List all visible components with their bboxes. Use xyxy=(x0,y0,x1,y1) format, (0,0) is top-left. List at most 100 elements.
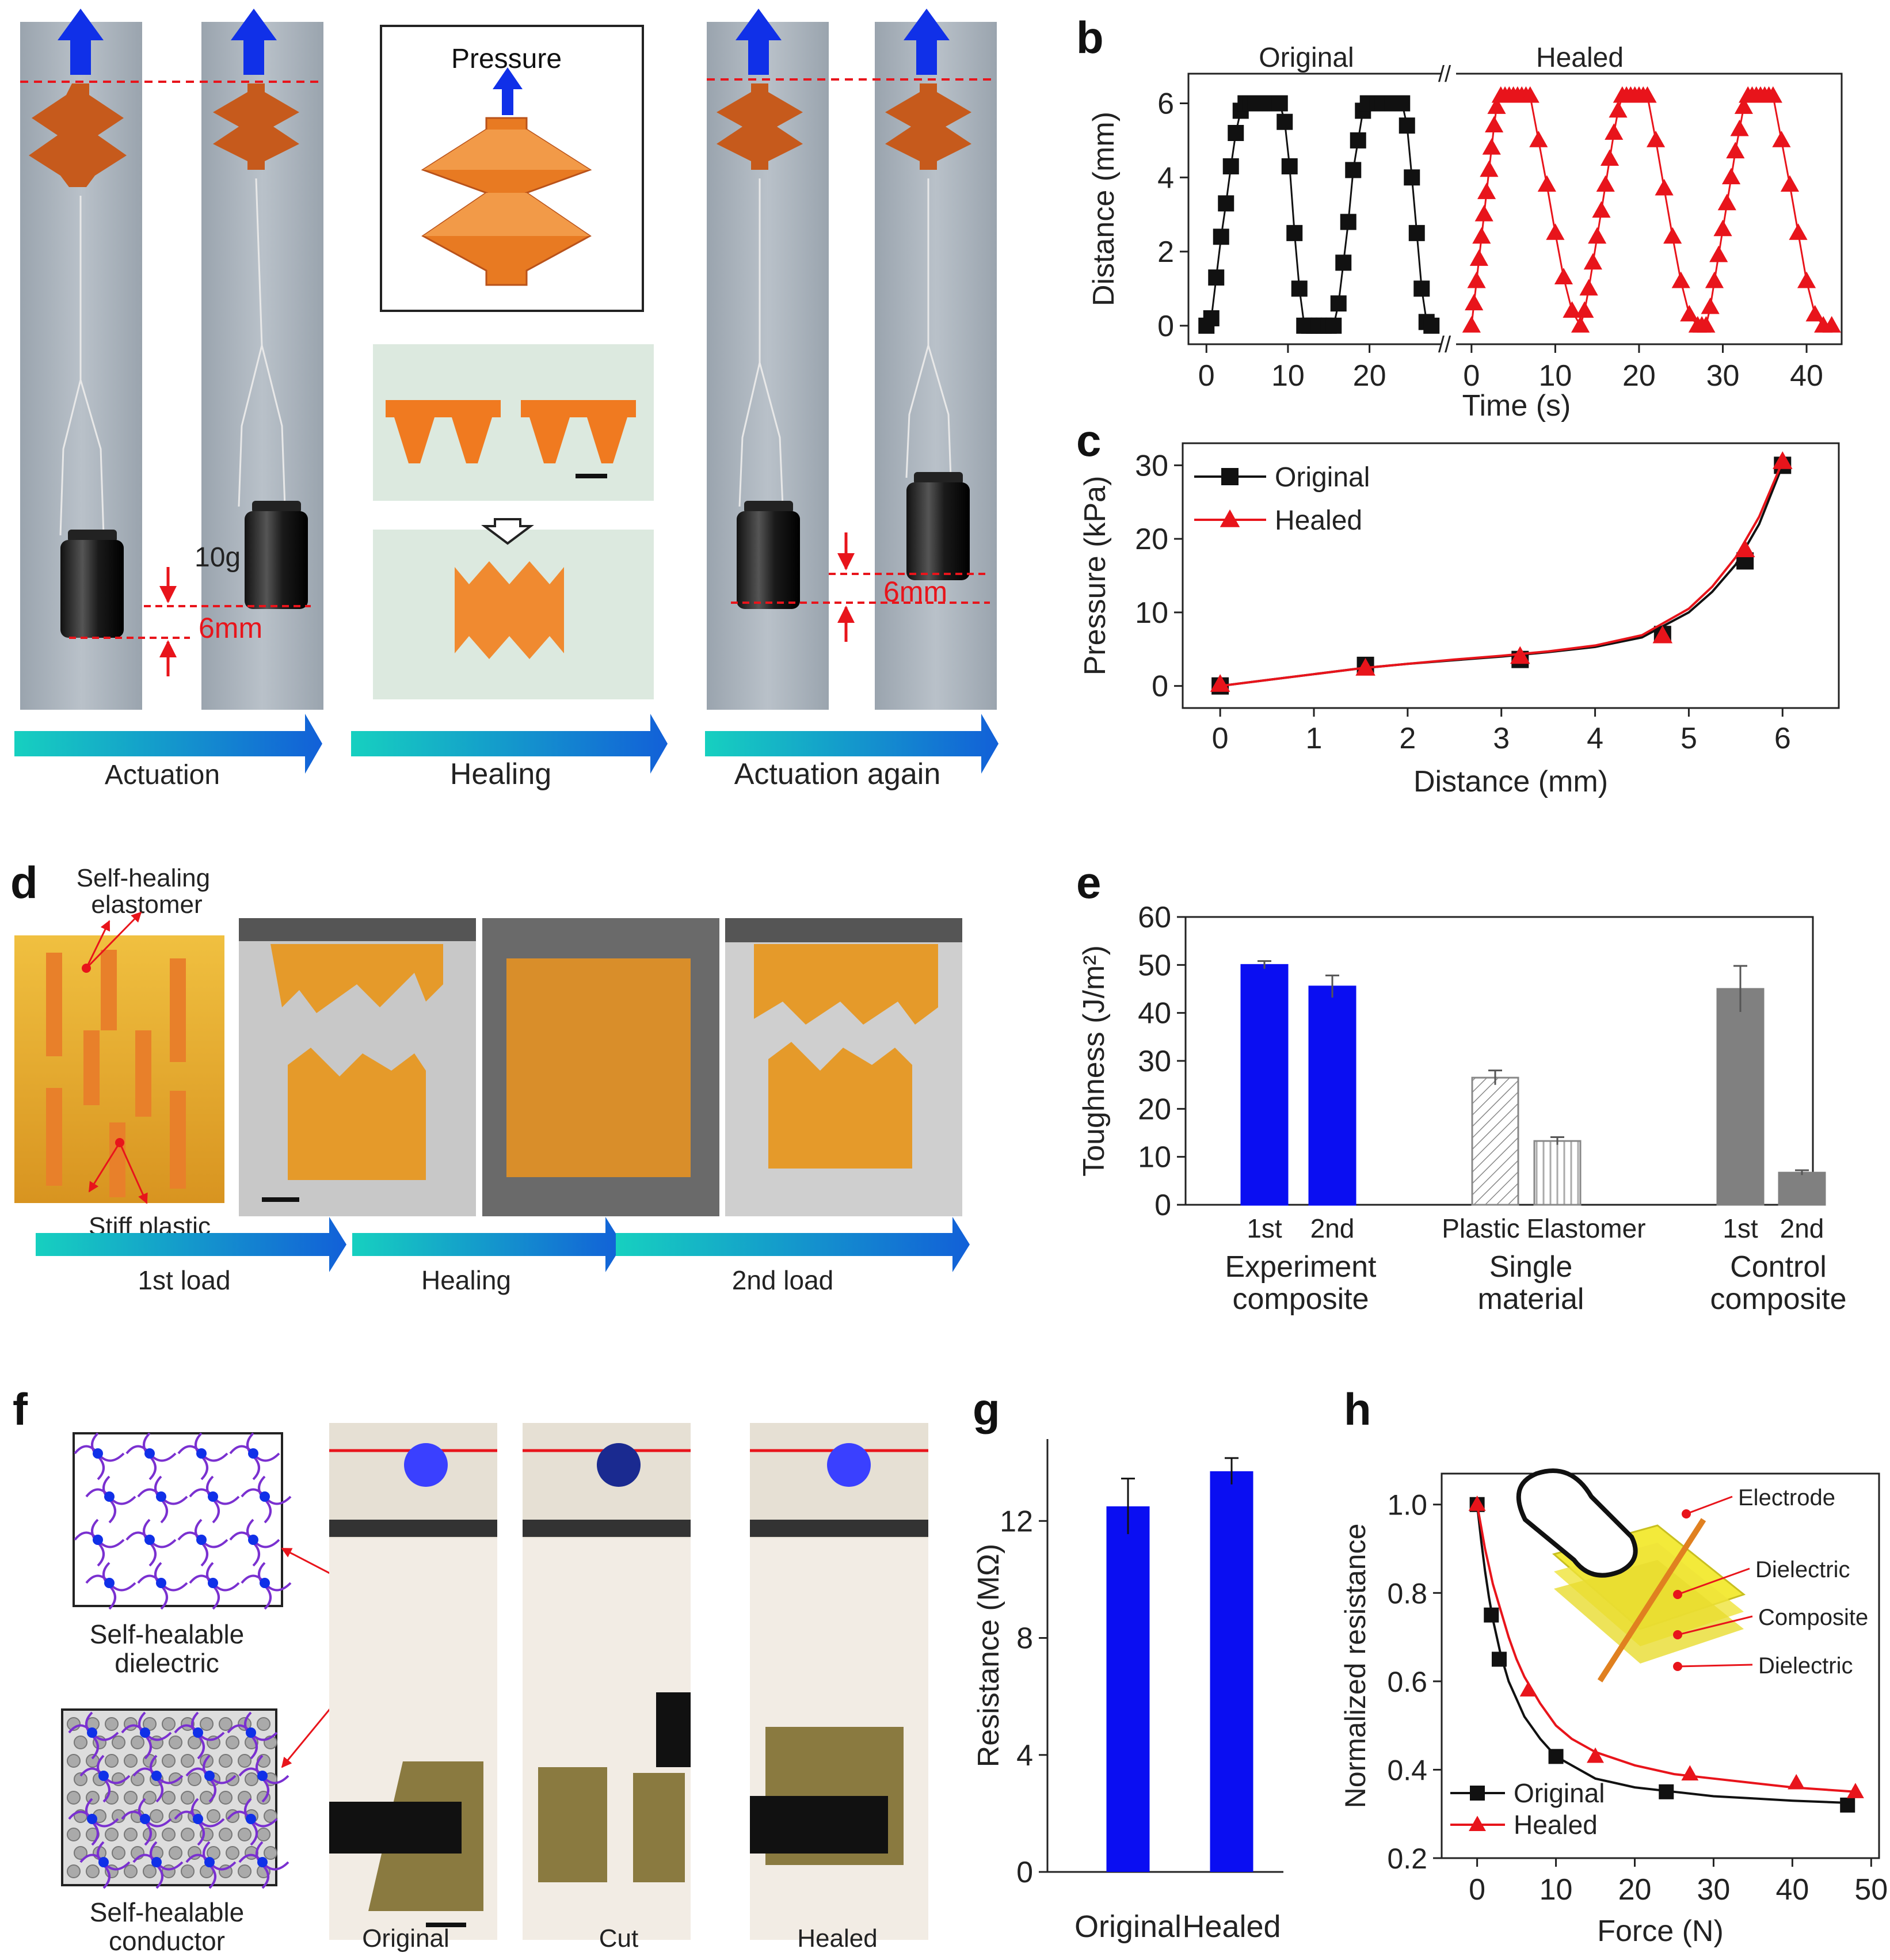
y-tick-label: 8 xyxy=(1016,1622,1033,1655)
crosslink-node xyxy=(87,1814,97,1824)
data-point-triangle xyxy=(1763,86,1782,103)
group-label: Healed xyxy=(1536,43,1624,73)
conductive-particle xyxy=(74,1846,87,1860)
weight-icon xyxy=(906,482,970,580)
series-healed xyxy=(1210,451,1793,692)
bar xyxy=(1210,1471,1253,1872)
conductive-particle xyxy=(169,1846,182,1860)
conductive-particle xyxy=(124,1791,138,1805)
conductive-particle xyxy=(112,1846,125,1860)
photo-label-cut: Cut xyxy=(599,1924,638,1953)
conductive-particle xyxy=(181,1864,195,1878)
split-piece-icon xyxy=(521,400,636,463)
down-arrow-icon xyxy=(481,518,534,545)
data-point-square xyxy=(1394,95,1411,112)
series-original xyxy=(1198,95,1440,334)
data-point-triangle xyxy=(1734,97,1753,114)
callout-line xyxy=(1677,1567,1750,1596)
data-point-triangle xyxy=(1474,204,1493,222)
y-tick-label: 0 xyxy=(1152,670,1168,703)
y-tick-label: 12 xyxy=(1000,1505,1033,1538)
crosslink-node xyxy=(98,1771,109,1781)
callout-label: Dielectric xyxy=(1758,1653,1853,1679)
weight-icon xyxy=(914,472,963,485)
conductive-particle xyxy=(238,1828,252,1841)
split-piece-icon xyxy=(386,400,501,463)
actuator-icon xyxy=(885,83,971,170)
data-point-triangle xyxy=(1772,131,1791,147)
data-point-square xyxy=(1286,224,1303,241)
callout-line xyxy=(1677,1664,1753,1668)
data-point-triangle xyxy=(1605,123,1624,140)
crosslink-node xyxy=(98,1857,109,1867)
pull-arrows xyxy=(58,9,950,75)
conductive-particle xyxy=(67,1828,81,1841)
plot-frame xyxy=(1182,442,1840,709)
crosslink-node xyxy=(248,1448,258,1459)
weight-icon xyxy=(245,511,308,609)
panel-g-label: g xyxy=(973,1384,1000,1434)
data-point-triangle xyxy=(1546,223,1565,240)
self-healing-elastomer-text: Self-healing xyxy=(77,864,210,892)
conductive-particle xyxy=(257,1717,270,1731)
crosslink-node xyxy=(248,1535,258,1545)
data-point-triangle xyxy=(1510,646,1530,664)
y-tick-label: 0 xyxy=(1154,1189,1171,1222)
conductive-particle xyxy=(105,1717,119,1731)
crosslink-node xyxy=(196,1448,207,1459)
y-tick-label: 4 xyxy=(1157,161,1174,195)
load-photos xyxy=(239,918,962,1216)
crosslink-node xyxy=(204,1857,215,1867)
conductive-particle xyxy=(181,1754,195,1768)
crosslink-node xyxy=(87,1727,97,1738)
photo-label-original: Original xyxy=(362,1924,449,1953)
data-point-triangle xyxy=(1529,131,1548,147)
crosslink-node xyxy=(193,1814,203,1824)
data-point-triangle xyxy=(1583,253,1602,270)
sensor-layer xyxy=(1554,1560,1744,1664)
y-tick-label: 0.8 xyxy=(1387,1577,1427,1609)
pull-arrow-icon xyxy=(231,9,277,75)
crosslink-node xyxy=(140,1727,150,1738)
crosslink-node xyxy=(151,1857,162,1867)
data-point-triangle xyxy=(1721,168,1741,185)
panel-d-label: d xyxy=(10,857,38,908)
crosslink-node xyxy=(257,1857,268,1867)
healed-piece-icon xyxy=(455,561,564,659)
conductor-network xyxy=(61,1708,289,1889)
displacement-label-right: 6mm xyxy=(883,576,947,608)
weights xyxy=(60,472,970,638)
axis-break-mark-bottom: // xyxy=(1438,332,1451,357)
process-arrows-d: 1st load Healing 2nd load xyxy=(36,1217,970,1295)
fit-curve xyxy=(1476,1504,1848,1804)
conductive-particle xyxy=(219,1717,233,1731)
data-point-triangle xyxy=(1480,160,1499,177)
x-tick-label: 2 xyxy=(1399,722,1416,755)
x-tick-label: 20 xyxy=(1622,359,1656,393)
crosslink-node xyxy=(208,1578,218,1588)
data-point-square xyxy=(1203,310,1220,326)
chart-c: c 0 1 2 3 4 5 6 0 10 20 30 Original Healed Distance (m… xyxy=(1076,415,1840,798)
bar xyxy=(1106,1506,1150,1872)
crosslink-node xyxy=(208,1491,218,1502)
arrow-label-2nd-load: 2nd load xyxy=(732,1265,834,1295)
conductor-label-line1: Self-healable xyxy=(90,1897,245,1927)
arrow-label-healing-d: Healing xyxy=(421,1265,511,1295)
data-point-triangle xyxy=(1600,149,1620,166)
data-point-square xyxy=(1491,1651,1507,1667)
conductive-particle xyxy=(264,1809,277,1823)
crosslink-node xyxy=(140,1814,150,1824)
conductive-particle xyxy=(162,1828,176,1841)
panel-f-label: f xyxy=(13,1384,28,1434)
bar-label: 2nd xyxy=(1310,1213,1355,1243)
data-point-triangle xyxy=(1469,1816,1486,1832)
x-tick-label: 4 xyxy=(1587,722,1603,755)
crosslink-node xyxy=(104,1578,115,1588)
data-point-triangle xyxy=(1701,297,1720,314)
y-tick-label: 30 xyxy=(1138,1045,1171,1078)
x-axis-label: Force (N) xyxy=(1597,1915,1724,1948)
arrow-label-actuation: Actuation xyxy=(105,760,220,790)
conductive-particle xyxy=(67,1754,81,1768)
data-point-triangle xyxy=(1472,227,1491,244)
